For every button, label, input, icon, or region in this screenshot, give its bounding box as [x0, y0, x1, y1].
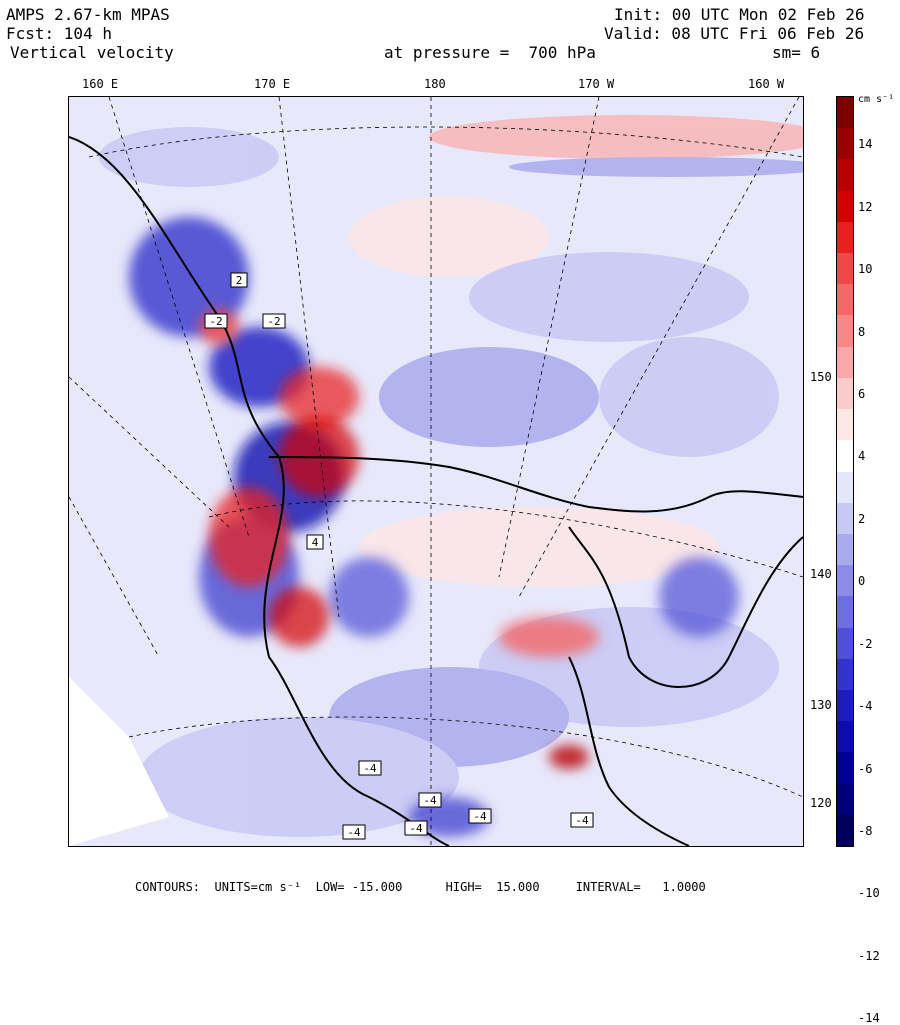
colorbar	[836, 96, 854, 847]
colorbar-tick-label: 4	[858, 449, 866, 464]
colorbar-segment	[837, 502, 853, 535]
colorbar-segment	[837, 159, 853, 192]
valid-time: Valid: 08 UTC Fri 06 Feb 26	[604, 24, 865, 43]
colorbar-tick-label: -10	[858, 886, 880, 901]
colorbar-segment	[837, 658, 853, 691]
lon-label: 180	[424, 77, 446, 91]
contour-label: -4	[363, 762, 377, 775]
colorbar-segment	[837, 440, 853, 472]
colorbar-tick-label: 10	[858, 262, 873, 277]
colorbar-segment	[837, 783, 853, 816]
contour-label: -4	[423, 794, 437, 807]
colorbar-tick-label: -14	[858, 1011, 880, 1025]
colorbar-tick-label: -4	[858, 699, 873, 714]
contour-label: -2	[267, 315, 280, 328]
contour-label: -4	[347, 826, 361, 839]
lon-label: 170 E	[254, 77, 291, 91]
colorbar-segment	[837, 128, 853, 160]
lon-label: 160 W	[748, 77, 785, 91]
colorbar-segment	[837, 190, 853, 223]
colorbar-segment	[837, 565, 853, 597]
field-name: Vertical velocity	[10, 43, 174, 62]
vertical-velocity-map: 2 -2 -2 4 -4 -4 -4 -4 -4 -4	[68, 96, 804, 847]
smoothing: sm= 6	[772, 43, 821, 62]
contour-label: -4	[409, 822, 423, 835]
model-title: AMPS 2.67-km MPAS	[6, 5, 170, 24]
map-canvas: 2 -2 -2 4 -4 -4 -4 -4 -4 -4	[69, 97, 803, 846]
colorbar-segment	[837, 409, 853, 441]
colorbar-tick-label: -2	[858, 636, 873, 651]
colorbar-segment	[837, 346, 853, 379]
contour-info: CONTOURS: UNITS=cm s⁻¹ LOW= -15.000 HIGH…	[135, 880, 706, 894]
colorbar-segment	[837, 689, 853, 722]
colorbar-segment	[837, 315, 853, 348]
colorbar-tick-label: 12	[858, 199, 873, 214]
colorbar-segment	[837, 284, 853, 316]
init-time: Init: 00 UTC Mon 02 Feb 26	[614, 5, 865, 24]
colorbar-tick-label: -6	[858, 761, 873, 776]
colorbar-tick-label: 0	[858, 574, 866, 589]
contour-label: 2	[236, 274, 243, 287]
colorbar-tick-label: -12	[858, 948, 880, 963]
contour-label: -2	[209, 315, 222, 328]
colorbar-segment	[837, 627, 853, 660]
colorbar-tick-label: 8	[858, 324, 866, 339]
lon-label: 170 W	[578, 77, 615, 91]
colorbar-segment	[837, 533, 853, 566]
colorbar-tick-label: 14	[858, 137, 873, 152]
colorbar-segment	[837, 471, 853, 504]
colorbar-tick-label: 2	[858, 511, 866, 526]
lon-label: 160 E	[82, 77, 119, 91]
colorbar-units: cm s⁻¹	[858, 94, 895, 105]
colorbar-segment	[837, 721, 853, 753]
colorbar-segment	[837, 814, 853, 847]
forecast-hour: Fcst: 104 h	[6, 24, 112, 43]
colorbar-tick-label: -8	[858, 823, 873, 838]
contour-label: -4	[473, 810, 487, 823]
colorbar-segment	[837, 596, 853, 629]
colorbar-segment	[837, 97, 853, 129]
colorbar-segment	[837, 221, 853, 254]
pressure-level: at pressure = 700 hPa	[384, 43, 596, 62]
contour-label: 4	[312, 536, 319, 549]
colorbar-tick-label: 6	[858, 387, 866, 402]
contour-label: -4	[575, 814, 589, 827]
colorbar-segment	[837, 752, 853, 785]
colorbar-segment	[837, 377, 853, 410]
colorbar-segment	[837, 253, 853, 285]
